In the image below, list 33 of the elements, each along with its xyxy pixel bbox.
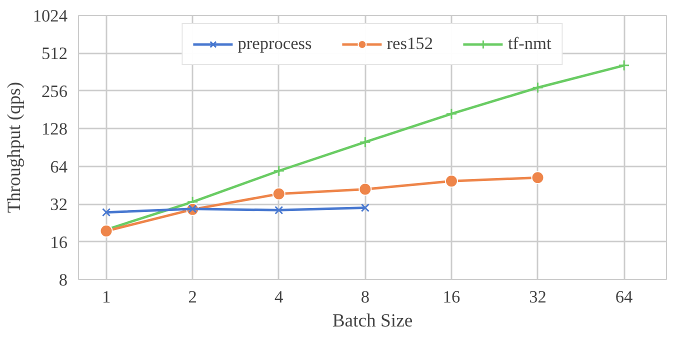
point — [272, 187, 286, 200]
y-tick-label: 8 — [58, 270, 68, 290]
point — [273, 165, 285, 177]
point — [618, 60, 630, 72]
y-tick-label: 1024 — [32, 6, 68, 26]
point — [532, 82, 544, 94]
y-tick-label: 256 — [42, 82, 68, 101]
legend-label: preprocess — [238, 34, 312, 54]
y-tick-label: 512 — [42, 44, 68, 64]
y-tick-label: 64 — [50, 157, 68, 176]
point — [102, 208, 111, 217]
legend-label: res152 — [386, 34, 433, 54]
y-tick-label: 16 — [50, 232, 68, 252]
point — [359, 136, 371, 148]
point — [531, 171, 544, 184]
point — [360, 203, 370, 212]
x-tick-label: 16 — [442, 288, 460, 306]
legend-label: tf-nmt — [508, 34, 552, 54]
x-tick-label: 64 — [615, 288, 634, 306]
x-tick-label: 4 — [274, 288, 284, 306]
point — [446, 108, 458, 120]
x-tick-label: 32 — [529, 288, 546, 306]
point — [444, 174, 458, 188]
x-tick-label: 8 — [360, 288, 370, 306]
x-tick-label: 1 — [102, 288, 111, 306]
point — [358, 182, 372, 196]
x-tick-label: 2 — [188, 288, 197, 306]
x-axis-title: Batch Size — [332, 310, 413, 332]
point — [274, 206, 284, 214]
y-tick-label: 32 — [50, 195, 68, 214]
y-tick-label: 128 — [42, 120, 68, 139]
y-axis-title: Throughput (qps) — [4, 82, 25, 214]
point — [100, 224, 113, 238]
